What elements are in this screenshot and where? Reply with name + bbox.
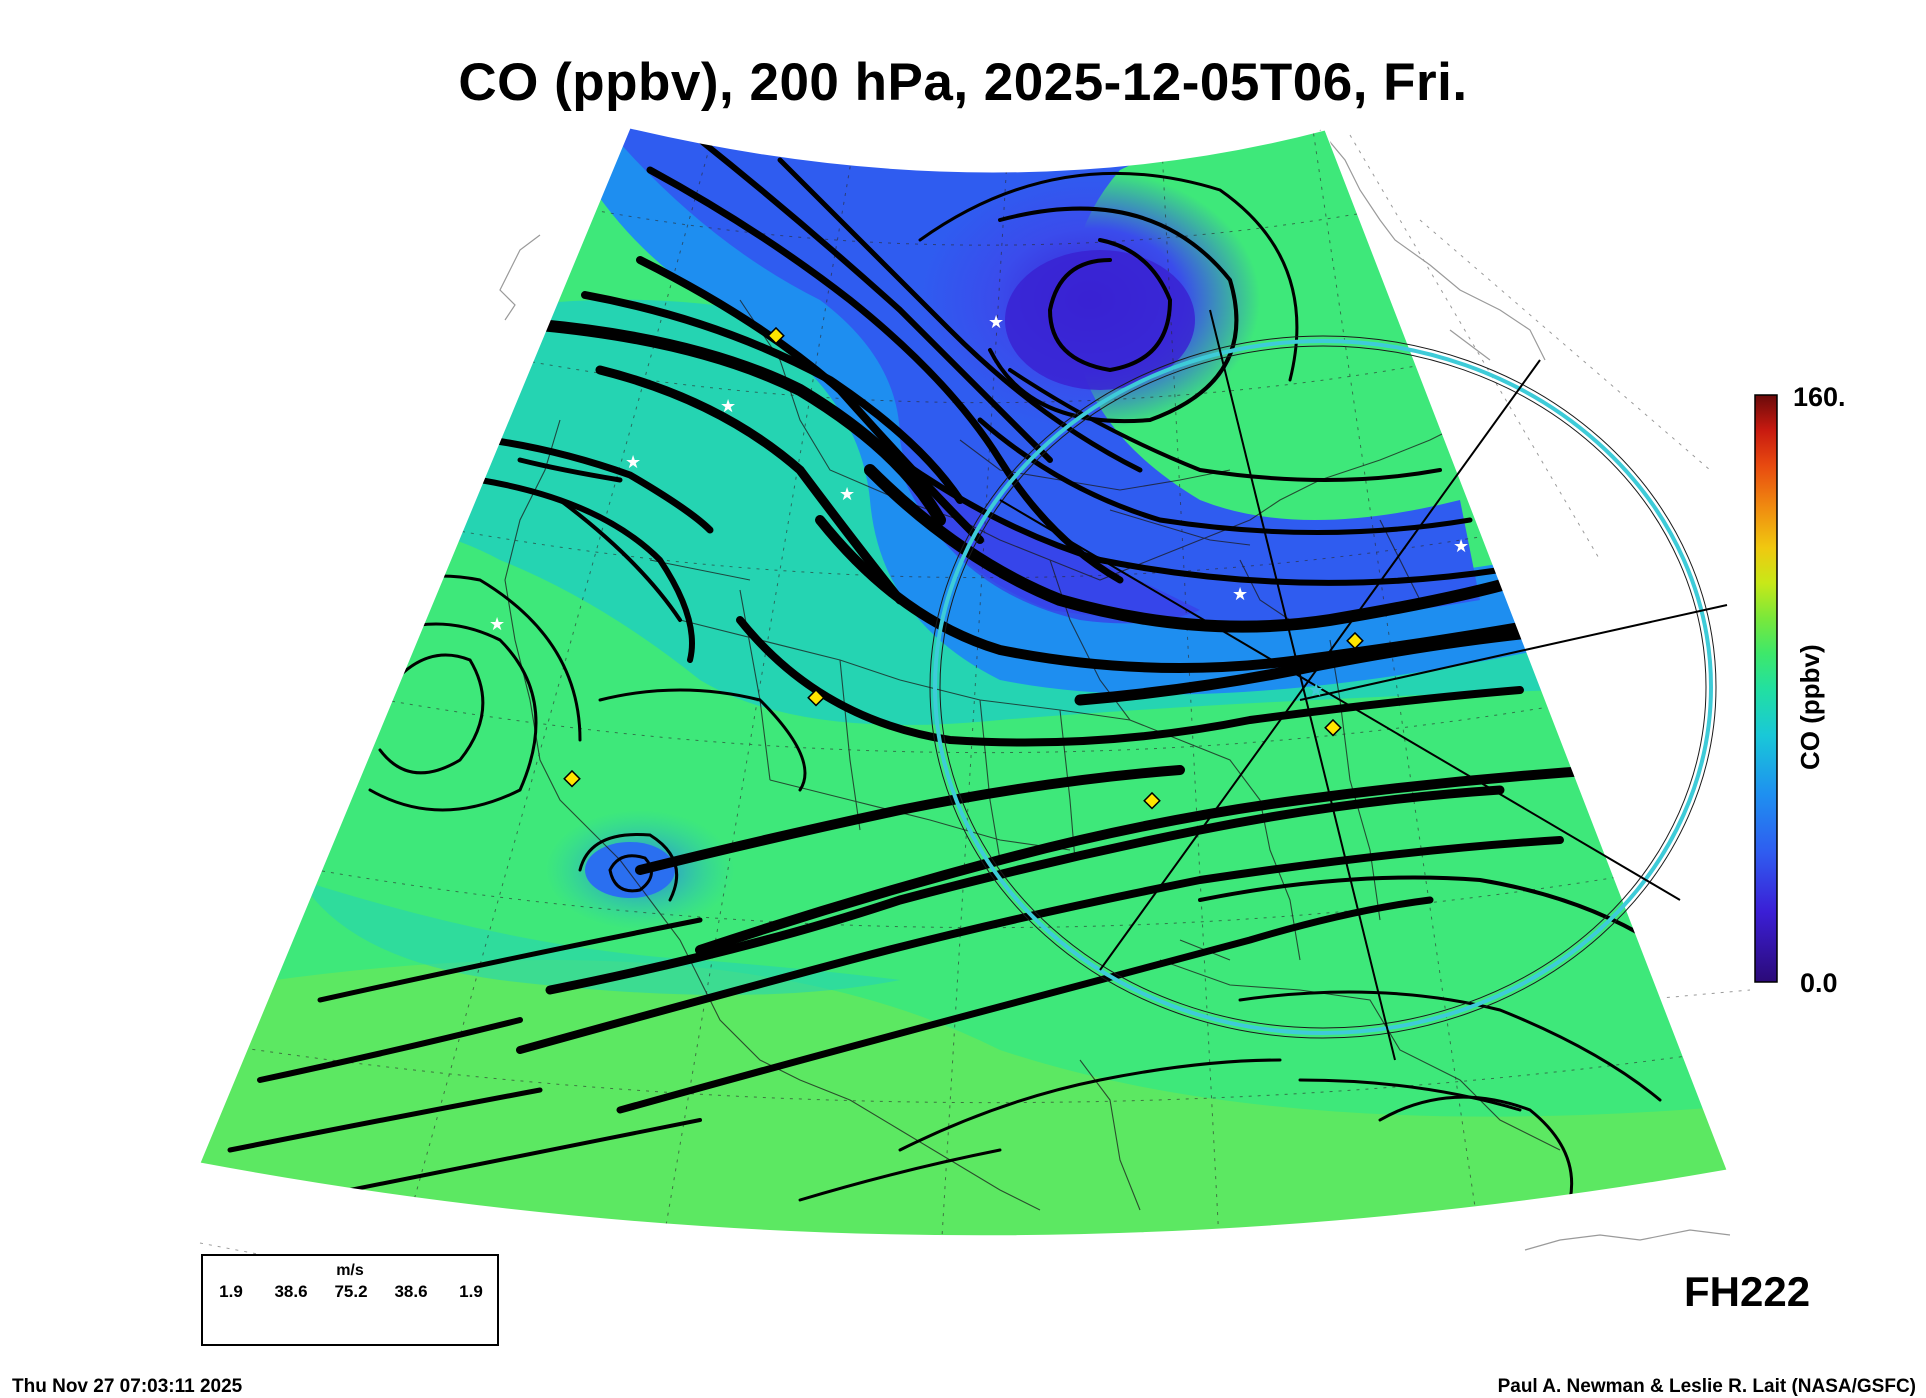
diamond-marker [807, 688, 825, 707]
wind-legend-value: 75.2 [334, 1282, 368, 1301]
streamline [977, 417, 1473, 535]
star-marker: ★ [988, 312, 1004, 333]
streamline [636, 256, 984, 544]
streamline [646, 166, 1124, 584]
diamond-marker [1324, 718, 1342, 737]
colorbar [1754, 394, 1778, 983]
streamline [695, 765, 1605, 955]
colorbar-max-label: 160. [1793, 382, 1846, 412]
cyclone-north-outer [988, 206, 1239, 424]
streamline [517, 457, 623, 483]
outer-coastlines [499, 129, 1731, 1251]
cutoff-low [608, 854, 653, 893]
streamline [897, 457, 1503, 586]
cyclone-se [1378, 1095, 1574, 1202]
cyclone-north [1047, 238, 1173, 373]
wind-streamlines [227, 137, 1682, 1202]
forecast-hour-label: FH222 [1684, 1268, 1811, 1315]
wind-legend-value: 1.9 [459, 1282, 483, 1301]
diamond-marker [1346, 631, 1364, 650]
star-marker: ★ [839, 484, 855, 505]
wind-legend-value: 38.6 [274, 1282, 308, 1301]
streamline [616, 896, 1434, 1114]
streamline [257, 1017, 523, 1083]
streamline [635, 765, 1185, 875]
streamline [1298, 1078, 1522, 1112]
range-radials [999, 309, 1728, 1061]
map-border [199, 127, 1728, 1237]
credit-line: Paul A. Newman & Leslie R. Lait (NASA/GS… [1497, 1376, 1916, 1397]
streamline [486, 436, 714, 534]
streamline [864, 464, 1526, 633]
cutoff-low-outer [578, 832, 679, 902]
wind-legend-value: 38.6 [394, 1282, 428, 1301]
streamline [317, 917, 703, 1003]
diamond-markers [563, 326, 1364, 810]
streamline [798, 1148, 1002, 1202]
streamline [227, 1087, 543, 1153]
streamline [598, 688, 807, 792]
streamline [736, 616, 1524, 747]
star-marker: ★ [1308, 680, 1324, 701]
streamline [898, 1058, 1282, 1152]
star-marker: ★ [489, 614, 505, 635]
diamond-marker [563, 769, 581, 788]
streamline [545, 785, 1505, 995]
wind-legend-value: 1.9 [219, 1282, 243, 1301]
star-marker: ★ [625, 452, 641, 473]
streamline [1238, 990, 1662, 1102]
page-title: CO (ppbv), 200 hPa, 2025-12-05T06, Fri. [458, 53, 1468, 112]
streamline [516, 836, 1564, 1054]
colorbar-min-label: 0.0 [1800, 968, 1838, 998]
timestamp: Thu Nov 27 07:03:11 2025 [12, 1376, 243, 1397]
star-markers: ★ ★ ★ ★ ★ ★ ★ ★ [489, 312, 1469, 701]
wind-legend: m/s 1.9 38.6 75.2 38.6 1.9 [201, 1254, 499, 1346]
diamond-marker [1143, 791, 1161, 810]
co-field [200, 128, 1727, 1236]
streamline [558, 498, 682, 622]
star-marker: ★ [1232, 584, 1248, 605]
star-marker: ★ [1453, 536, 1469, 557]
colorbar-title: CO (ppbv) [1795, 644, 1825, 770]
streamline [777, 157, 1143, 473]
cyclone-north-outer2 [918, 171, 1299, 382]
cyclone-west [378, 653, 485, 775]
wind-legend-unit: m/s [336, 1262, 364, 1279]
streamline [534, 319, 946, 526]
streamline [1008, 368, 1442, 482]
star-marker: ★ [720, 396, 736, 417]
streamline [1198, 875, 1682, 962]
streamline [595, 365, 905, 605]
range-ring [929, 335, 1717, 1039]
diamond-marker [767, 326, 785, 345]
streamline [697, 137, 1053, 463]
streamline [477, 477, 695, 663]
